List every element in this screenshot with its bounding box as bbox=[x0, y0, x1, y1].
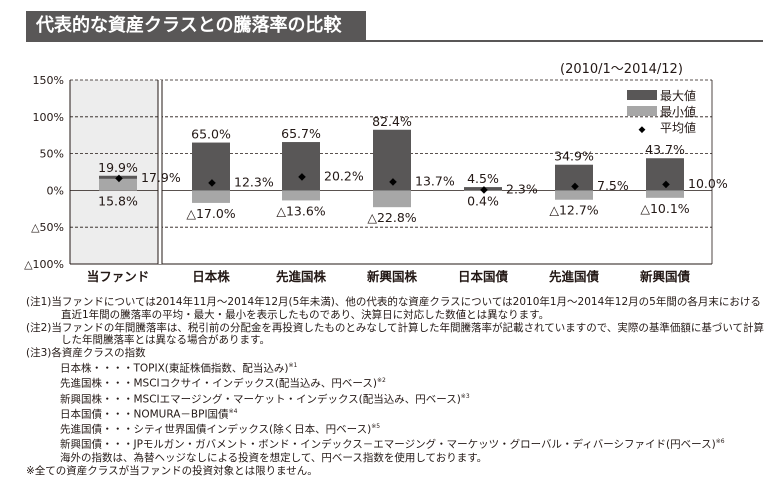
index-item: 日本国債・・・NOMURA－BPI国債※4 bbox=[26, 406, 766, 421]
index-item: 新興国債・・・JPモルガン・ガバメント・ボンド・インデックス－エマージング・マー… bbox=[26, 436, 766, 451]
index-footnote-mark: ※2 bbox=[377, 377, 386, 384]
notes-section: (注1)当ファンドについては2014年11月～2014年12月(5年未満)、他の… bbox=[26, 296, 766, 477]
index-description: MSCIエマージング・マーケット・インデックス(配当込み、円ベース) bbox=[134, 393, 461, 405]
note-2: (注2)当ファンドの年間騰落率は、税引前の分配金を再投資したものとみなして計算し… bbox=[26, 322, 766, 348]
index-description: TOPIX(東証株価指数、配当込み) bbox=[134, 362, 289, 374]
category-label: 先進国株 bbox=[276, 269, 327, 284]
index-item: 新興国株・・・MSCIエマージング・マーケット・インデックス(配当込み、円ベース… bbox=[26, 391, 766, 406]
min-label: 15.8% bbox=[98, 193, 138, 208]
index-asset-name: 日本国債・・・ bbox=[60, 408, 134, 420]
index-footnote-mark: ※5 bbox=[371, 423, 380, 430]
index-asset-name: 新興国株・・・ bbox=[60, 393, 134, 405]
average-label: 10.0% bbox=[688, 176, 728, 191]
max-label: 43.7% bbox=[645, 142, 685, 157]
max-label: 82.4% bbox=[372, 114, 412, 129]
index-asset-name: 先進国株・・・ bbox=[60, 378, 134, 390]
max-bar bbox=[282, 142, 320, 190]
index-description: MSCIコクサイ・インデックス(配当込み、円ベース) bbox=[134, 378, 378, 390]
min-bar bbox=[373, 190, 411, 207]
index-footnote-mark: ※4 bbox=[229, 408, 238, 415]
average-marker: ◆ bbox=[298, 172, 306, 183]
legend-min-swatch bbox=[627, 106, 657, 116]
index-asset-name: 新興国債・・・ bbox=[60, 439, 134, 451]
max-label: 19.9% bbox=[98, 160, 138, 175]
average-label: 2.3% bbox=[506, 182, 538, 197]
average-label: 20.2% bbox=[324, 169, 364, 184]
min-label: △22.8% bbox=[367, 210, 416, 225]
min-bar bbox=[646, 190, 684, 197]
note-3: (注3)各資産クラスの指数 bbox=[26, 347, 766, 360]
category-label: 新興国債 bbox=[640, 269, 691, 284]
index-asset-name: 日本株・・・・ bbox=[60, 362, 134, 374]
index-item: 日本株・・・・TOPIX(東証株価指数、配当込み)※1 bbox=[26, 360, 766, 375]
average-marker: ◆ bbox=[115, 173, 123, 184]
min-bar bbox=[192, 190, 230, 203]
legend-avg-marker: ◆ bbox=[639, 125, 646, 135]
index-footnote-mark: ※6 bbox=[716, 438, 725, 445]
index-asset-name: 先進国債・・・ bbox=[60, 424, 134, 436]
legend-min-label: 最小値 bbox=[660, 104, 696, 119]
max-label: 65.0% bbox=[191, 127, 231, 142]
max-label: 34.9% bbox=[554, 149, 594, 164]
index-footnote-mark: ※1 bbox=[289, 362, 298, 369]
y-tick-label: 100% bbox=[33, 111, 64, 124]
index-item: 先進国債・・・シティ世界国債インデックス(除く日本、円ベース)※5 bbox=[26, 421, 766, 436]
category-label: 当ファンド bbox=[87, 269, 150, 284]
average-marker: ◆ bbox=[208, 177, 216, 188]
y-tick-label: 50% bbox=[40, 148, 64, 161]
max-label: 4.5% bbox=[467, 171, 499, 186]
y-tick-label: △100% bbox=[24, 258, 64, 271]
y-tick-label: 0% bbox=[47, 184, 64, 197]
index-item: 先進国株・・・MSCIコクサイ・インデックス(配当込み、円ベース)※2 bbox=[26, 375, 766, 390]
category-label: 先進国債 bbox=[549, 269, 600, 284]
overseas-note: 海外の指数は、為替ヘッジなしによる投資を想定して、円ベース指数を使用しております… bbox=[26, 452, 766, 465]
min-label: 0.4% bbox=[467, 193, 499, 208]
y-tick-label: △50% bbox=[31, 221, 64, 234]
average-label: 12.3% bbox=[234, 174, 274, 189]
category-label: 日本株 bbox=[192, 269, 230, 284]
average-marker: ◆ bbox=[662, 179, 670, 190]
comparison-chart: 150%100%50%0%△50%△100%◆19.9%15.8%17.9%当フ… bbox=[0, 0, 783, 300]
average-label: 17.9% bbox=[141, 170, 181, 185]
min-bar bbox=[282, 190, 320, 200]
average-marker: ◆ bbox=[571, 181, 579, 192]
category-label: 日本国債 bbox=[458, 269, 509, 284]
legend-avg-label: 平均値 bbox=[660, 120, 696, 135]
note-1: (注1)当ファンドについては2014年11月～2014年12月(5年未満)、他の… bbox=[26, 296, 766, 322]
category-label: 新興国株 bbox=[367, 269, 418, 284]
min-label: △10.1% bbox=[640, 201, 689, 216]
legend-max-label: 最大値 bbox=[660, 88, 696, 103]
index-footnote-mark: ※3 bbox=[461, 393, 470, 400]
legend-max-swatch bbox=[627, 90, 657, 100]
y-tick-label: 150% bbox=[33, 74, 64, 87]
min-label: △13.6% bbox=[276, 203, 325, 218]
min-label: △12.7% bbox=[549, 203, 598, 218]
average-label: 13.7% bbox=[415, 173, 455, 188]
average-label: 7.5% bbox=[597, 178, 629, 193]
max-label: 65.7% bbox=[281, 126, 321, 141]
index-description: NOMURA－BPI国債 bbox=[134, 408, 229, 420]
average-marker: ◆ bbox=[389, 176, 397, 187]
min-label: △17.0% bbox=[186, 206, 235, 221]
index-description: JPモルガン・ガバメント・ボンド・インデックス－エマージング・マーケッツ・グロー… bbox=[134, 439, 716, 451]
last-note: ※全ての資産クラスが当ファンドの投資対象とは限りません。 bbox=[26, 465, 766, 477]
index-description: シティ世界国債インデックス(除く日本、円ベース) bbox=[134, 424, 372, 436]
